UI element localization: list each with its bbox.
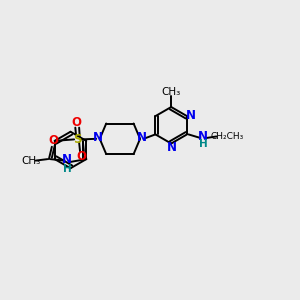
Text: O: O	[48, 134, 58, 147]
Text: N: N	[93, 131, 103, 144]
Text: N: N	[167, 141, 177, 154]
Text: N: N	[198, 130, 208, 143]
Text: CH₂CH₃: CH₂CH₃	[210, 132, 243, 141]
Text: N: N	[185, 109, 196, 122]
Text: H: H	[63, 164, 71, 173]
Text: O: O	[76, 150, 86, 163]
Text: N: N	[136, 131, 147, 144]
Text: H: H	[199, 139, 208, 149]
Text: N: N	[62, 153, 72, 166]
Text: O: O	[72, 116, 82, 129]
Text: CH₃: CH₃	[22, 156, 41, 166]
Text: CH₃: CH₃	[162, 87, 181, 97]
Text: S: S	[74, 133, 82, 146]
